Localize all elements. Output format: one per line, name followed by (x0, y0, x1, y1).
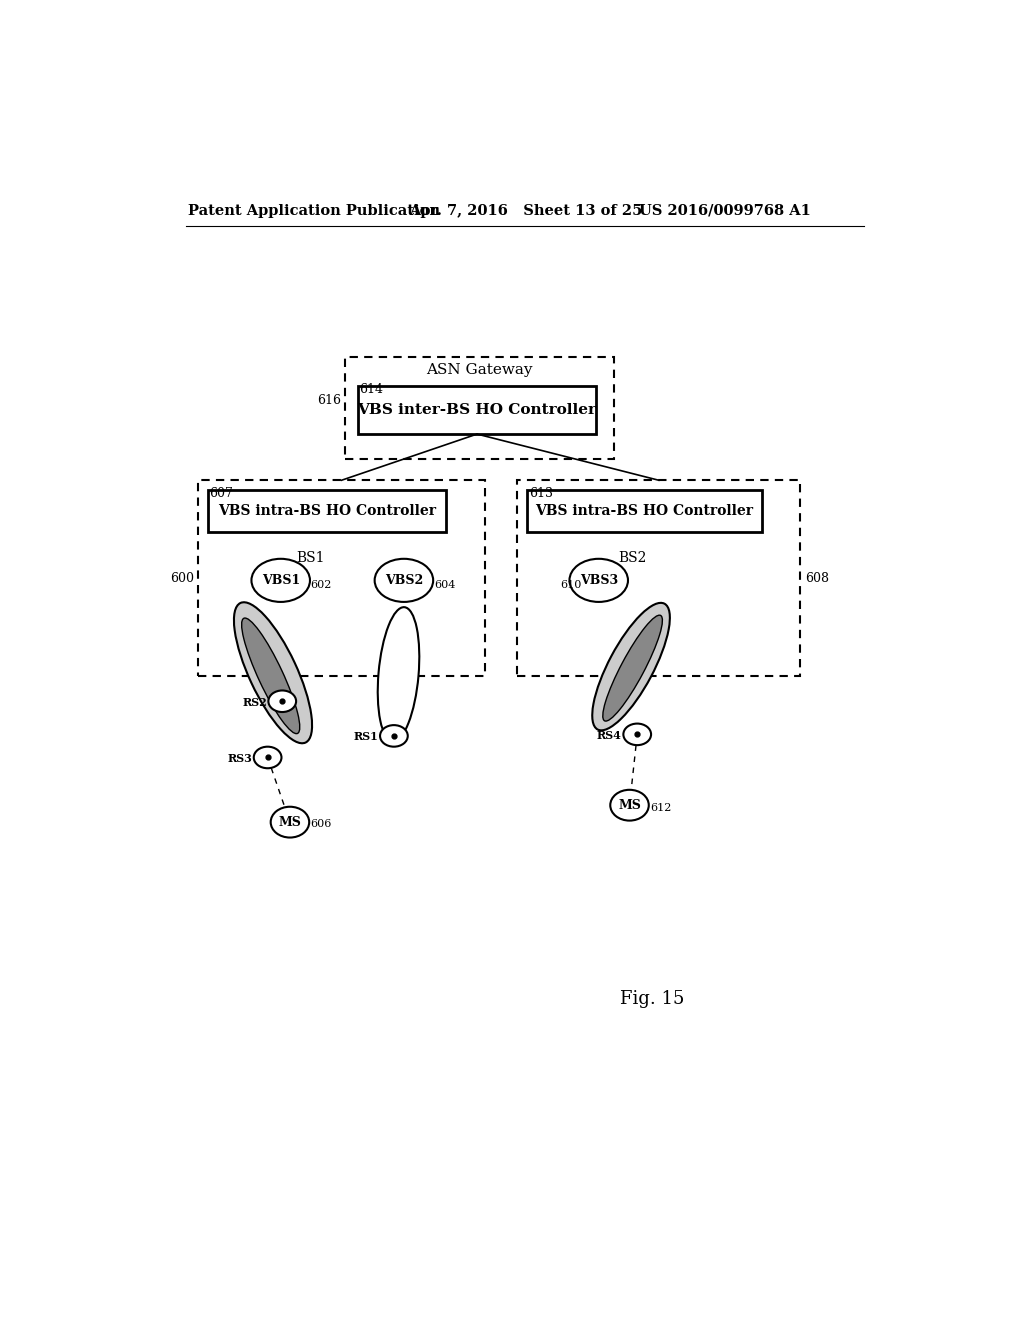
Bar (357, 387, 596, 434)
Text: RS1: RS1 (353, 731, 379, 742)
Ellipse shape (592, 603, 670, 730)
Ellipse shape (270, 807, 309, 838)
Text: Patent Application Publication: Patent Application Publication (188, 203, 440, 218)
Text: 606: 606 (310, 820, 332, 829)
Text: VBS intra-BS HO Controller: VBS intra-BS HO Controller (218, 504, 436, 517)
Ellipse shape (268, 690, 296, 711)
Ellipse shape (603, 615, 663, 721)
Ellipse shape (252, 558, 310, 602)
Text: RS3: RS3 (227, 752, 252, 764)
Text: 600: 600 (170, 572, 194, 585)
Ellipse shape (375, 558, 433, 602)
Bar (208, 490, 446, 532)
Bar (527, 490, 762, 532)
Ellipse shape (380, 725, 408, 747)
Ellipse shape (378, 607, 419, 742)
Text: 613: 613 (528, 487, 553, 500)
Text: VBS intra-BS HO Controller: VBS intra-BS HO Controller (536, 504, 754, 517)
Text: US 2016/0099768 A1: US 2016/0099768 A1 (639, 203, 811, 218)
Ellipse shape (624, 723, 651, 744)
Text: VBS inter-BS HO Controller: VBS inter-BS HO Controller (357, 403, 597, 417)
Text: VBS3: VBS3 (580, 574, 617, 587)
Ellipse shape (254, 747, 282, 768)
Text: 610: 610 (560, 579, 582, 590)
Text: VBS1: VBS1 (261, 574, 300, 587)
Text: MS: MS (279, 816, 301, 829)
Text: VBS2: VBS2 (385, 574, 423, 587)
Ellipse shape (233, 602, 312, 743)
Text: 612: 612 (650, 803, 672, 813)
Text: 616: 616 (316, 395, 341, 408)
Text: BS1: BS1 (296, 552, 325, 565)
Text: 604: 604 (434, 579, 456, 590)
Bar (199, 480, 484, 676)
Ellipse shape (610, 789, 649, 821)
Text: RS2: RS2 (242, 697, 267, 708)
Text: RS4: RS4 (597, 730, 622, 741)
Text: Apr. 7, 2016   Sheet 13 of 25: Apr. 7, 2016 Sheet 13 of 25 (410, 203, 643, 218)
Text: 607: 607 (209, 487, 233, 500)
Bar (517, 480, 801, 676)
Text: Fig. 15: Fig. 15 (620, 990, 684, 1008)
Text: BS2: BS2 (617, 552, 646, 565)
Text: 602: 602 (310, 579, 332, 590)
Bar (345, 358, 614, 459)
Ellipse shape (242, 618, 300, 734)
Text: MS: MS (618, 799, 641, 812)
Text: 614: 614 (359, 383, 383, 396)
Text: 608: 608 (805, 572, 829, 585)
Text: ASN Gateway: ASN Gateway (426, 363, 532, 378)
Ellipse shape (569, 558, 628, 602)
